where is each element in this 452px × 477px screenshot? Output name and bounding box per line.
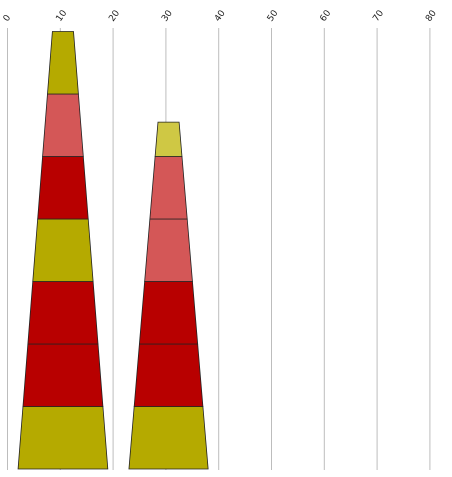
tick-label-70: 70	[371, 8, 386, 23]
columns-layer	[17, 31, 209, 470]
column-1-segment-6	[42, 93, 84, 157]
column-1-segment-4	[32, 218, 94, 282]
column-1-segment-3	[27, 281, 99, 345]
tick-label-80: 80	[424, 8, 439, 23]
column-2-segment-6	[154, 121, 183, 157]
column-2-segment-2	[133, 343, 204, 407]
tick-label-30: 30	[160, 8, 175, 23]
column-1-segment-2	[22, 343, 104, 407]
tick-label-20: 20	[107, 8, 122, 23]
column-1-segment-1	[17, 406, 109, 470]
column-1-segment-5	[37, 156, 89, 220]
column-1-segment-7	[47, 31, 79, 95]
column-1	[17, 31, 109, 470]
column-2-segment-4	[144, 218, 193, 282]
column-2-segment-5	[149, 156, 188, 220]
column-2-segment-3	[138, 281, 199, 345]
column-2	[128, 121, 209, 470]
tick-label-60: 60	[319, 8, 334, 23]
tick-labels: 0 10 20 30 40 50 60 70 80	[2, 8, 439, 23]
tick-label-10: 10	[55, 8, 70, 23]
tick-label-0: 0	[2, 13, 14, 24]
column-2-segment-1	[128, 406, 209, 470]
tick-label-40: 40	[213, 8, 228, 23]
tick-label-50: 50	[266, 8, 281, 23]
